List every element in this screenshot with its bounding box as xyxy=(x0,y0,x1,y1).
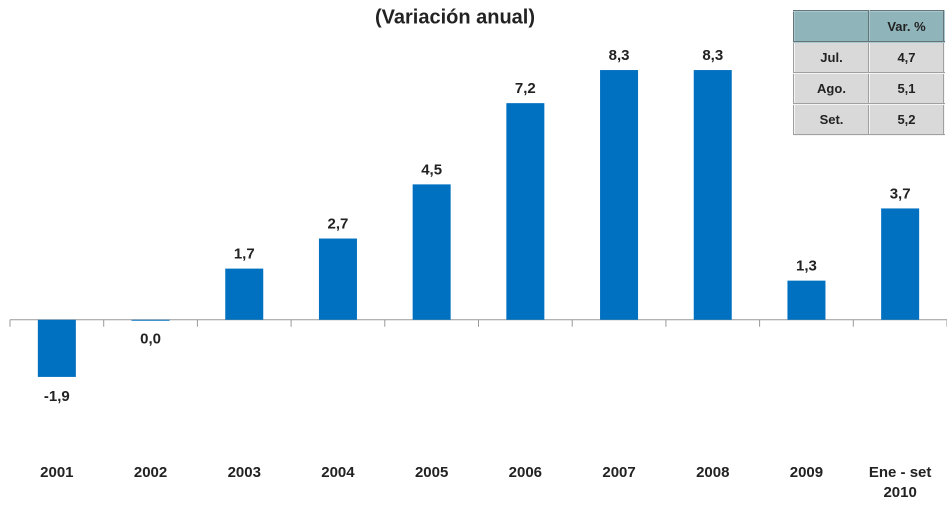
x-tick-label: 2003 xyxy=(227,464,261,481)
x-tick-label: 2004 xyxy=(321,464,355,481)
value-label: 0,0 xyxy=(140,331,161,348)
value-label: 8,3 xyxy=(609,47,630,64)
value-label: -1,9 xyxy=(44,388,70,405)
bar xyxy=(412,184,451,320)
table-corner xyxy=(793,10,870,43)
x-tick-label: 2009 xyxy=(789,464,824,481)
value-label: 7,2 xyxy=(515,80,536,97)
cell-value: 5,1 xyxy=(868,72,945,105)
x-tick-label: 2002 xyxy=(133,464,168,481)
bar xyxy=(131,319,170,321)
value-label: 8,3 xyxy=(702,47,723,64)
x-tick-label: 2008 xyxy=(696,464,730,481)
bar xyxy=(225,268,264,320)
chart-title: (Variación anual) xyxy=(375,6,535,28)
bar xyxy=(318,238,357,320)
table-header: Var. % xyxy=(868,10,945,43)
row-label: Ago. xyxy=(793,72,870,105)
x-tick-label: 2001 xyxy=(40,464,74,481)
cell-value: 4,7 xyxy=(868,41,945,74)
value-label: 2,7 xyxy=(328,215,349,232)
x-tick-label: 2006 xyxy=(508,464,543,481)
value-label: 1,3 xyxy=(796,258,817,275)
bar xyxy=(787,280,826,320)
x-tick-label: 2007 xyxy=(602,464,636,481)
bar xyxy=(37,319,76,377)
bar xyxy=(600,70,639,320)
bar xyxy=(881,208,920,320)
summary-table: Var. % Jul. 4,7 Ago. 5,1 Set. 5,2 xyxy=(793,10,945,136)
row-label: Jul. xyxy=(793,41,870,74)
row-label: Set. xyxy=(793,103,870,136)
x-tick-label: Ene - set 2010 xyxy=(868,464,932,501)
cell-value: 5,2 xyxy=(868,103,945,136)
value-label: 3,7 xyxy=(890,185,911,202)
value-label: 1,7 xyxy=(234,246,255,263)
bar xyxy=(693,70,732,320)
value-label: 4,5 xyxy=(421,161,442,178)
x-tick-label: 2005 xyxy=(414,464,449,481)
bar xyxy=(506,103,545,320)
